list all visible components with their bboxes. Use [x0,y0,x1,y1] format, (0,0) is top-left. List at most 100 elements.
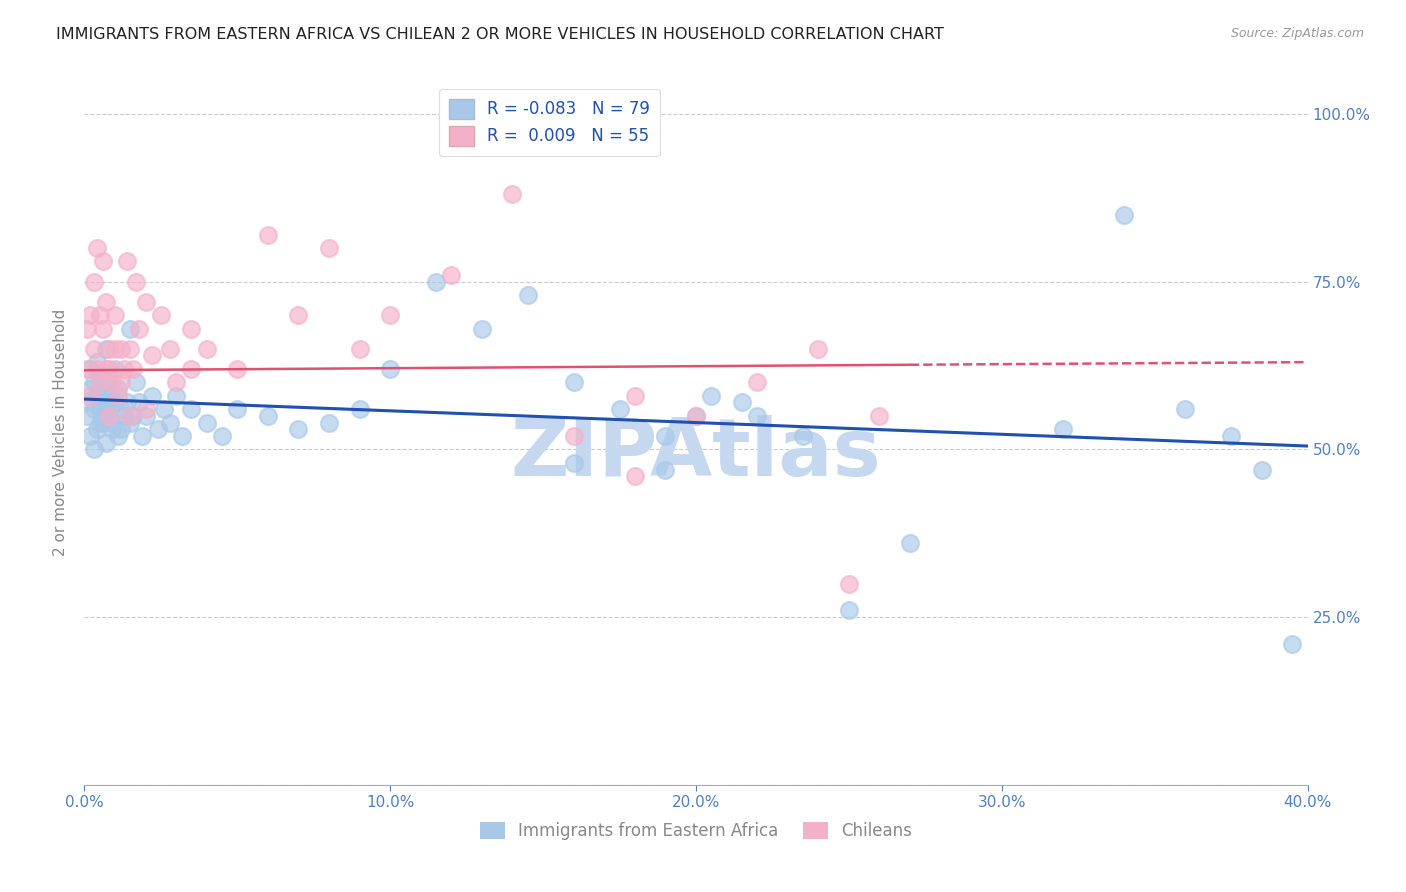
Point [122,362,145,376]
Point [747,409,769,423]
Point [79,389,101,403]
Point [110,342,132,356]
Point [146,422,169,436]
Point [94,435,117,450]
Point [79,429,101,443]
Point [83,275,105,289]
Point [349,342,371,356]
Text: Source: ZipAtlas.com: Source: ZipAtlas.com [1230,27,1364,40]
Point [1220,429,1243,443]
Point [104,395,127,409]
Point [79,308,101,322]
Point [86,389,108,403]
Point [128,395,150,409]
Point [97,362,120,376]
Point [440,268,463,282]
Point [91,416,114,430]
Point [287,308,309,322]
Point [104,308,127,322]
Point [125,376,148,390]
Point [79,382,101,396]
Point [101,422,124,436]
Point [700,389,723,403]
Point [112,362,135,376]
Point [141,389,163,403]
Point [654,462,676,476]
Point [83,376,105,390]
Point [94,342,117,356]
Point [76,395,98,409]
Point [172,429,194,443]
Point [120,409,142,423]
Point [86,422,108,436]
Point [562,376,585,390]
Point [149,308,172,322]
Point [838,603,860,617]
Point [792,429,814,443]
Point [211,429,233,443]
Point [79,362,101,376]
Point [869,409,891,423]
Point [110,422,132,436]
Legend: Immigrants from Eastern Africa, Chileans: Immigrants from Eastern Africa, Chileans [472,815,920,847]
Point [226,362,249,376]
Point [226,402,249,417]
Point [1114,207,1136,221]
Point [318,241,340,255]
Point [125,275,148,289]
Point [159,342,181,356]
Point [159,416,181,430]
Point [97,409,120,423]
Point [502,187,524,202]
Point [562,429,585,443]
Point [76,321,98,335]
Point [97,342,120,356]
Point [180,362,202,376]
Point [257,409,280,423]
Point [101,416,124,430]
Point [128,321,150,335]
Point [89,416,111,430]
Point [516,288,538,302]
Point [97,409,120,423]
Point [107,429,129,443]
Point [101,389,124,403]
Point [120,321,142,335]
Point [94,362,117,376]
Point [562,456,585,470]
Point [141,348,163,362]
Point [104,362,127,376]
Point [112,409,135,423]
Point [731,395,754,409]
Point [349,402,371,417]
Point [83,442,105,457]
Point [89,402,111,417]
Point [91,376,114,390]
Point [425,275,447,289]
Point [624,469,647,483]
Point [122,409,145,423]
Point [195,416,218,430]
Point [609,402,631,417]
Point [104,342,127,356]
Point [76,362,98,376]
Point [318,416,340,430]
Point [1250,462,1272,476]
Point [131,429,153,443]
Point [94,389,117,403]
Point [257,227,280,242]
Point [89,368,111,383]
Point [91,321,114,335]
Point [120,342,142,356]
Point [180,321,202,335]
Text: IMMIGRANTS FROM EASTERN AFRICA VS CHILEAN 2 OR MORE VEHICLES IN HOUSEHOLD CORREL: IMMIGRANTS FROM EASTERN AFRICA VS CHILEA… [56,27,943,42]
Point [115,395,138,409]
Point [1174,402,1197,417]
Point [86,241,108,255]
Point [110,376,132,390]
Point [89,395,111,409]
Point [83,402,105,417]
Point [91,409,114,423]
Point [165,376,187,390]
Point [120,416,142,430]
